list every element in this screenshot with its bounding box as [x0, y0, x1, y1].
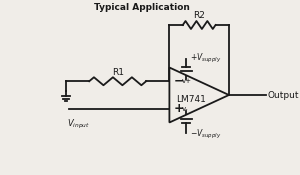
Text: +: + — [174, 102, 184, 115]
Text: R1: R1 — [112, 68, 124, 77]
Text: v-: v- — [182, 106, 189, 112]
Text: $-V_{supply}$: $-V_{supply}$ — [190, 128, 221, 141]
Text: v+: v+ — [182, 78, 192, 84]
Text: $V_{input}$: $V_{input}$ — [67, 118, 90, 131]
Text: LM741: LM741 — [176, 96, 206, 104]
Text: R2: R2 — [193, 12, 205, 20]
Text: $+V_{supply}$: $+V_{supply}$ — [190, 52, 221, 65]
Text: −: − — [174, 75, 184, 88]
Text: Output: Output — [267, 90, 299, 100]
Text: Typical Application: Typical Application — [94, 4, 190, 12]
